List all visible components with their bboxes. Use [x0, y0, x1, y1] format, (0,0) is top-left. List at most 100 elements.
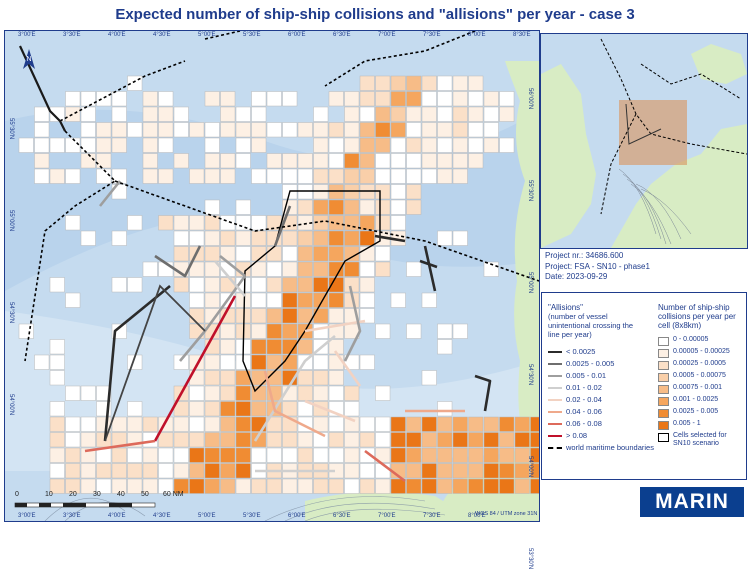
grid-cell[interactable]	[313, 137, 329, 153]
grid-cell[interactable]	[65, 463, 81, 479]
grid-cell[interactable]	[483, 478, 499, 494]
grid-cell[interactable]	[313, 308, 329, 324]
grid-cell[interactable]	[251, 277, 267, 293]
grid-cell[interactable]	[220, 447, 236, 463]
grid-cell[interactable]	[49, 106, 65, 122]
grid-cell[interactable]	[390, 75, 406, 91]
grid-cell[interactable]	[344, 230, 360, 246]
grid-cell[interactable]	[204, 91, 220, 107]
grid-cell[interactable]	[375, 168, 391, 184]
grid-cell[interactable]	[251, 478, 267, 494]
grid-cell[interactable]	[127, 277, 143, 293]
grid-cell[interactable]	[189, 308, 205, 324]
grid-cell[interactable]	[80, 463, 96, 479]
grid-cell[interactable]	[158, 106, 174, 122]
grid-cell[interactable]	[328, 447, 344, 463]
grid-cell[interactable]	[111, 447, 127, 463]
grid-cell[interactable]	[421, 370, 437, 386]
grid-cell[interactable]	[468, 478, 484, 494]
grid-cell[interactable]	[406, 137, 422, 153]
grid-cell[interactable]	[468, 91, 484, 107]
grid-cell[interactable]	[251, 91, 267, 107]
grid-cell[interactable]	[220, 370, 236, 386]
main-map-canvas[interactable]: N	[5, 31, 539, 521]
grid-cell[interactable]	[204, 261, 220, 277]
grid-cell[interactable]	[452, 168, 468, 184]
grid-cell[interactable]	[204, 370, 220, 386]
grid-cell[interactable]	[111, 463, 127, 479]
grid-cell[interactable]	[142, 478, 158, 494]
grid-cell[interactable]	[359, 153, 375, 169]
allision-line[interactable]	[154, 245, 202, 278]
grid-cell[interactable]	[390, 215, 406, 231]
grid-cell[interactable]	[390, 292, 406, 308]
grid-cell[interactable]	[437, 230, 453, 246]
grid-cell[interactable]	[375, 137, 391, 153]
grid-cell[interactable]	[204, 122, 220, 138]
grid-cell[interactable]	[297, 184, 313, 200]
grid-cell[interactable]	[344, 91, 360, 107]
grid-cell[interactable]	[251, 323, 267, 339]
grid-cell[interactable]	[452, 75, 468, 91]
grid-cell[interactable]	[297, 339, 313, 355]
allision-line[interactable]	[374, 234, 406, 243]
grid-cell[interactable]	[390, 432, 406, 448]
grid-cell[interactable]	[189, 478, 205, 494]
grid-cell[interactable]	[297, 199, 313, 215]
grid-cell[interactable]	[266, 277, 282, 293]
grid-cell[interactable]	[266, 478, 282, 494]
grid-cell[interactable]	[514, 447, 530, 463]
grid-cell[interactable]	[328, 122, 344, 138]
grid-cell[interactable]	[235, 370, 251, 386]
grid-cell[interactable]	[359, 137, 375, 153]
grid-cell[interactable]	[344, 122, 360, 138]
grid-cell[interactable]	[297, 168, 313, 184]
grid-cell[interactable]	[251, 106, 267, 122]
grid-cell[interactable]	[266, 447, 282, 463]
grid-cell[interactable]	[49, 168, 65, 184]
main-map[interactable]: N 0 10 20 30 40 50 60 NM WGS 84 / UTM zo…	[4, 30, 540, 522]
allision-line[interactable]	[423, 245, 437, 292]
grid-cell[interactable]	[142, 106, 158, 122]
grid-cell[interactable]	[173, 447, 189, 463]
grid-cell[interactable]	[328, 478, 344, 494]
grid-cell[interactable]	[189, 416, 205, 432]
grid-cell[interactable]	[313, 370, 329, 386]
grid-cell[interactable]	[359, 292, 375, 308]
allision-line[interactable]	[103, 284, 171, 442]
grid-cell[interactable]	[375, 447, 391, 463]
grid-cell[interactable]	[344, 106, 360, 122]
grid-cell[interactable]	[406, 432, 422, 448]
grid-cell[interactable]	[220, 432, 236, 448]
grid-cell[interactable]	[251, 230, 267, 246]
grid-cell[interactable]	[297, 261, 313, 277]
grid-cell[interactable]	[111, 277, 127, 293]
grid-cell[interactable]	[499, 478, 515, 494]
grid-cell[interactable]	[499, 463, 515, 479]
grid-cell[interactable]	[282, 230, 298, 246]
grid-cell[interactable]	[313, 215, 329, 231]
grid-cell[interactable]	[452, 432, 468, 448]
grid-cell[interactable]	[437, 432, 453, 448]
grid-cell[interactable]	[530, 463, 540, 479]
grid-cell[interactable]	[390, 168, 406, 184]
grid-cell[interactable]	[266, 261, 282, 277]
grid-cell[interactable]	[189, 292, 205, 308]
grid-cell[interactable]	[483, 447, 499, 463]
grid-cell[interactable]	[359, 354, 375, 370]
grid-cell[interactable]	[204, 215, 220, 231]
grid-cell[interactable]	[375, 106, 391, 122]
grid-cell[interactable]	[359, 432, 375, 448]
grid-cell[interactable]	[173, 230, 189, 246]
grid-cell[interactable]	[406, 184, 422, 200]
grid-cell[interactable]	[328, 246, 344, 262]
grid-cell[interactable]	[437, 91, 453, 107]
grid-cell[interactable]	[437, 168, 453, 184]
grid-cell[interactable]	[282, 432, 298, 448]
grid-cell[interactable]	[359, 463, 375, 479]
grid-cell[interactable]	[65, 292, 81, 308]
grid-cell[interactable]	[282, 478, 298, 494]
allision-line[interactable]	[263, 370, 326, 438]
grid-cell[interactable]	[235, 153, 251, 169]
allision-line[interactable]	[419, 259, 438, 269]
